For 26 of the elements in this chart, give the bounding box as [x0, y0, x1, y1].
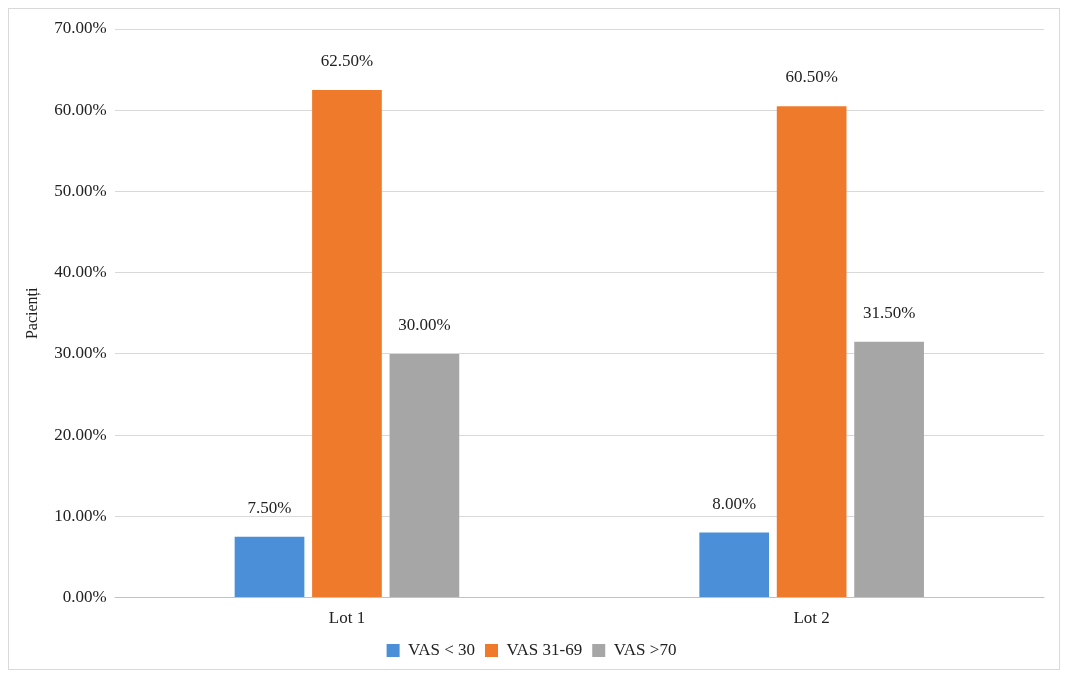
bar: [234, 536, 305, 598]
y-tick-label: 30.00%: [54, 343, 107, 363]
y-tick-label: 20.00%: [54, 424, 107, 444]
y-tick-label: 10.00%: [54, 505, 107, 525]
x-tick-label: Lot 1: [328, 608, 366, 628]
bar: [854, 341, 924, 598]
data-label: 62.50%: [320, 50, 374, 70]
legend-label: VAS 31-69: [506, 639, 583, 659]
data-label: 30.00%: [398, 314, 451, 334]
legend-label: VAS < 30: [408, 639, 476, 659]
y-tick-label: 40.00%: [54, 262, 107, 282]
data-label: 60.50%: [785, 67, 838, 87]
x-tick-label: Lot 2: [793, 608, 830, 628]
legend-label: VAS >70: [613, 639, 677, 659]
y-tick-label: 50.00%: [54, 180, 107, 200]
y-axis-title: Pacienți: [22, 286, 41, 340]
y-tick-label: 70.00%: [54, 18, 107, 38]
y-tick-label: 0.00%: [62, 587, 107, 607]
bar: [776, 106, 847, 598]
data-label: 8.00%: [712, 493, 757, 513]
data-label: 31.50%: [862, 302, 916, 322]
data-label: 7.50%: [247, 497, 292, 517]
bar: [699, 532, 770, 598]
bar: [389, 353, 460, 598]
bar: [312, 89, 382, 598]
y-tick-label: 60.00%: [54, 99, 107, 119]
